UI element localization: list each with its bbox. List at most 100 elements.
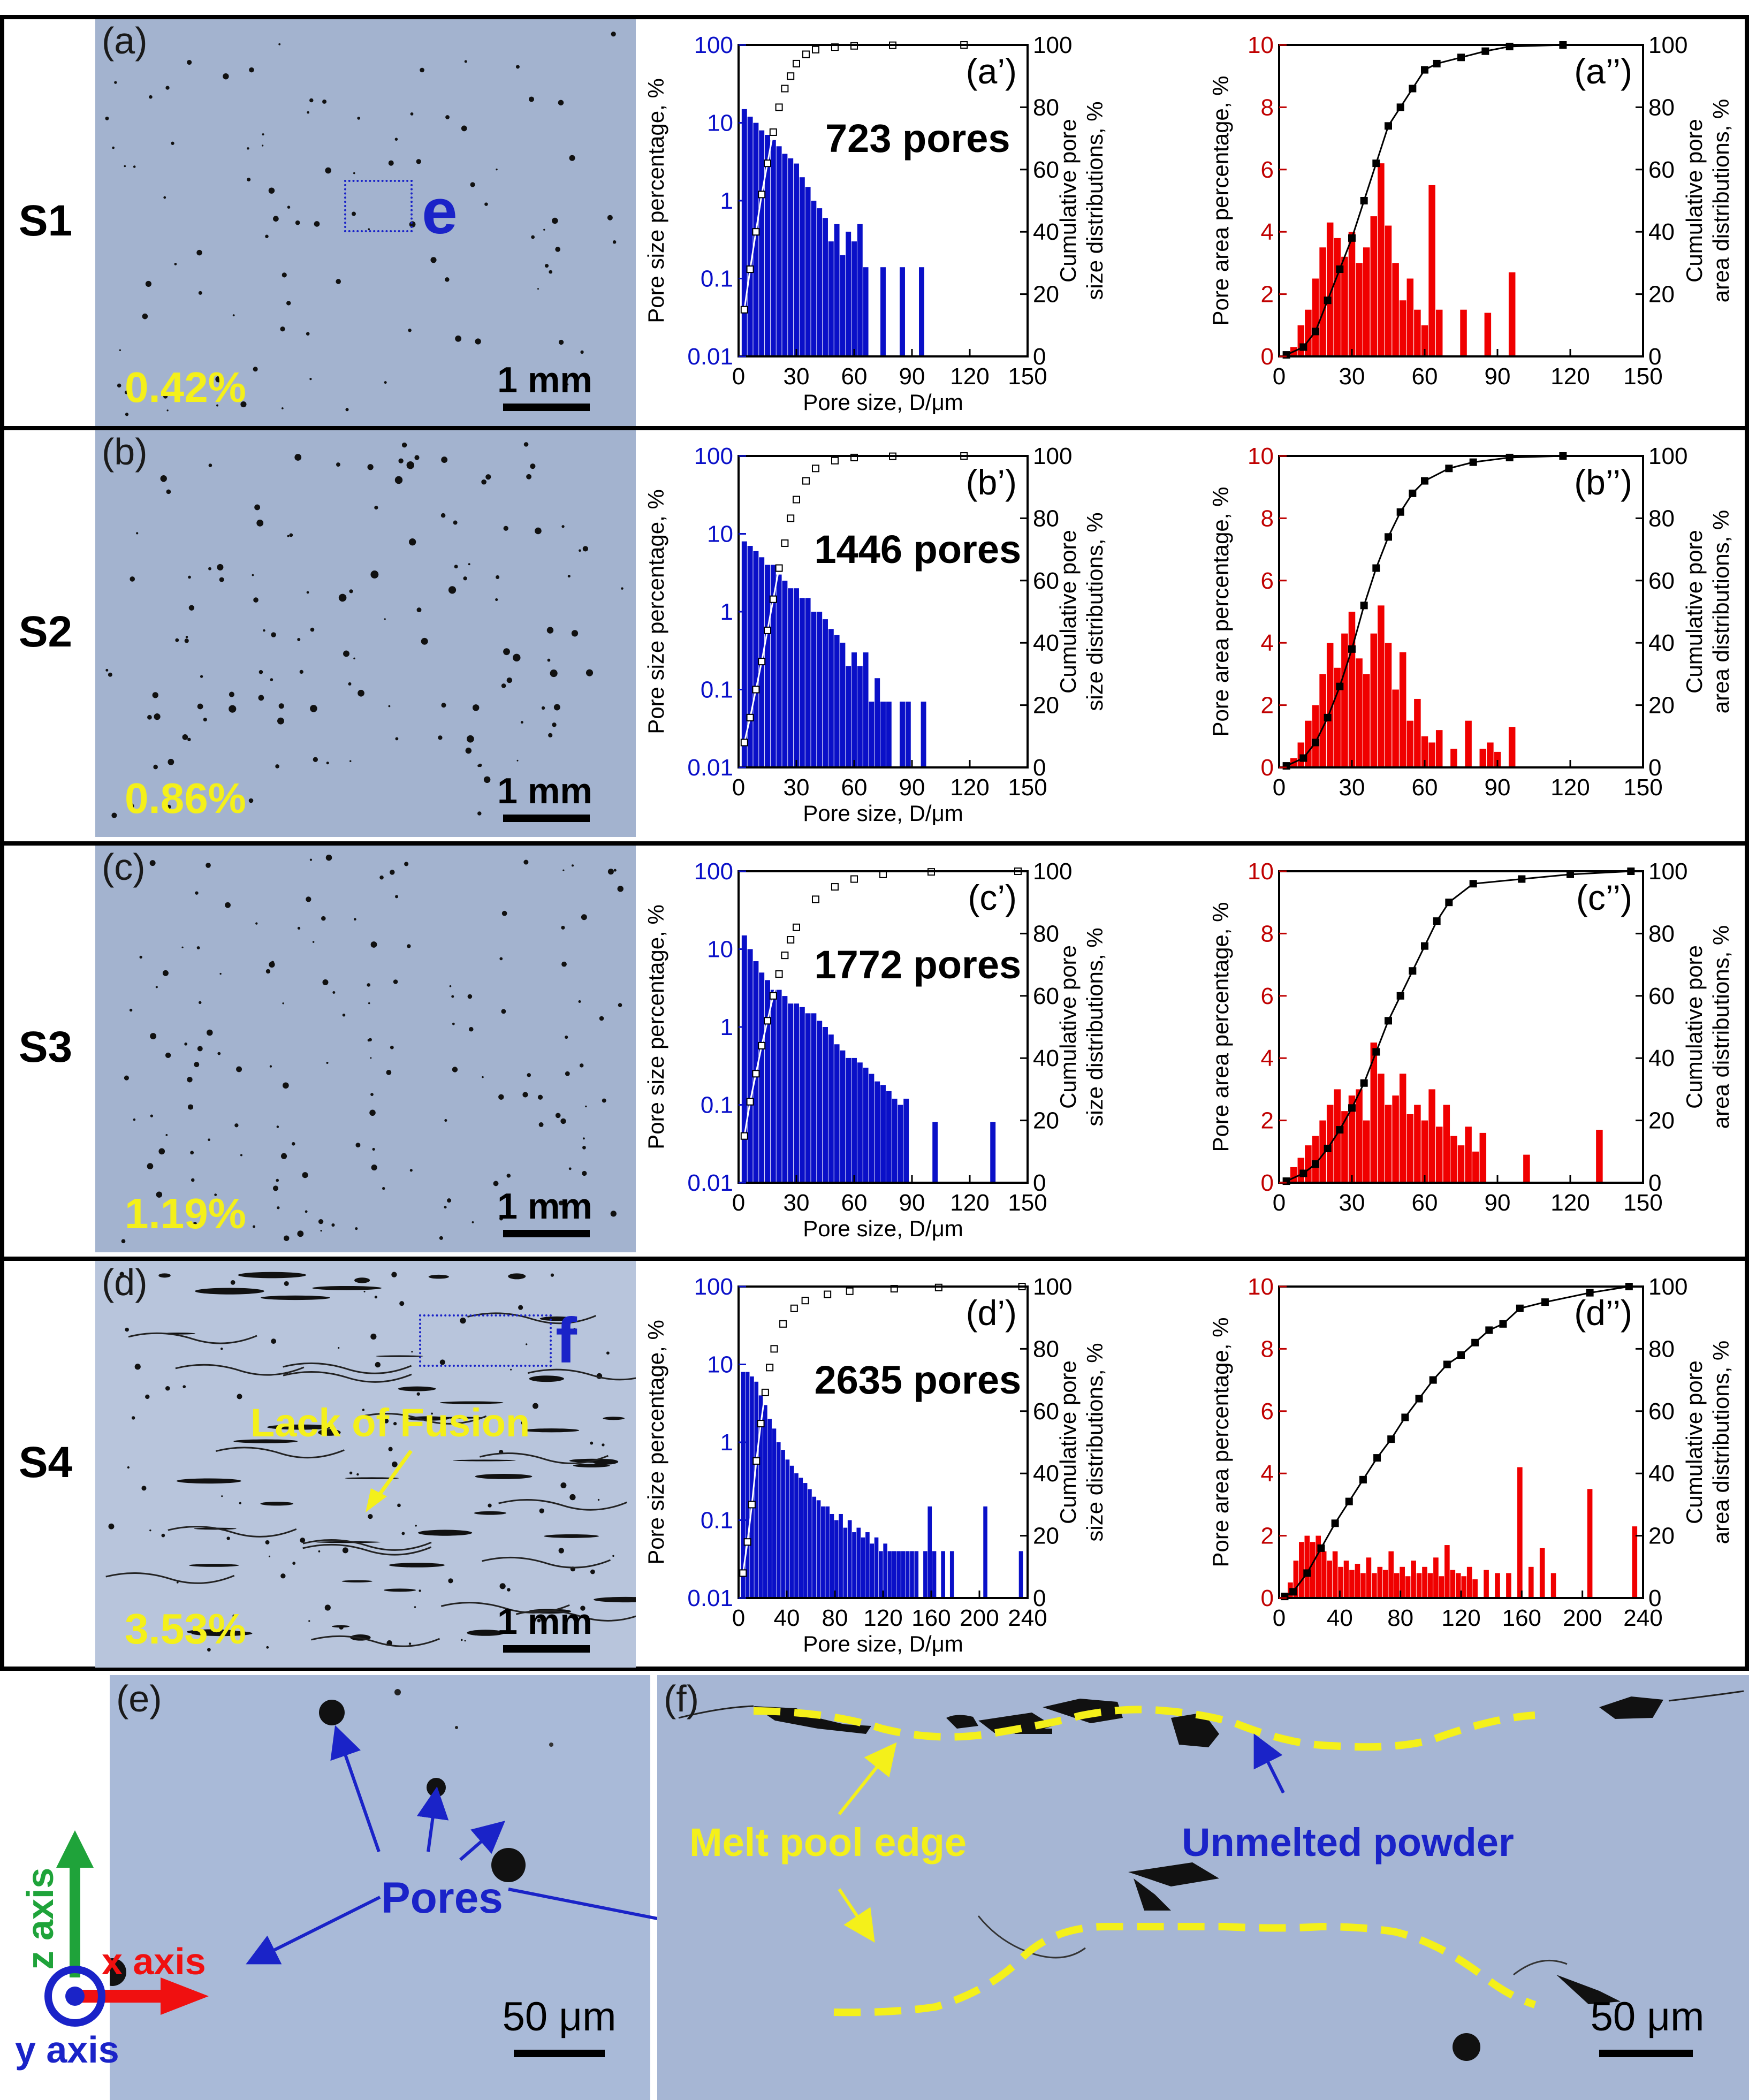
y-left-tick-label: 6	[1261, 157, 1274, 183]
x-tick-label: 30	[784, 363, 810, 390]
y-right-tick-label: 60	[1033, 1398, 1059, 1425]
histogram-bar	[1479, 1132, 1487, 1183]
y-right-tick-label: 60	[1648, 983, 1675, 1009]
histogram-bar	[914, 1551, 919, 1598]
x-tick-label: 80	[1387, 1605, 1413, 1631]
y-left-tick-label: 0	[1261, 1170, 1274, 1196]
histogram-bar	[828, 629, 834, 767]
histogram-bar	[1428, 1089, 1435, 1183]
crack-line	[467, 1312, 597, 1325]
y-right-tick-label: 100	[1033, 443, 1072, 469]
cumulative-marker	[752, 1070, 760, 1078]
porosity-value: 3.53%	[125, 1605, 246, 1653]
lack-of-fusion-defect	[418, 1530, 473, 1536]
cumulative-marker	[764, 159, 771, 168]
x-axis-title: Pore size, D/μm	[803, 1631, 963, 1656]
histogram-bar	[1433, 1557, 1439, 1598]
lack-of-fusion-defect	[475, 1474, 533, 1479]
pore-dot	[501, 683, 506, 688]
cumulative-marker	[802, 477, 810, 485]
pore-dot	[363, 1290, 366, 1292]
y-left-tick-label: 1	[720, 1014, 733, 1040]
histogram-bar	[1377, 1566, 1383, 1598]
pore-dot	[369, 1109, 376, 1116]
arrow-unmelted-powder	[1253, 1733, 1285, 1794]
pore-dot	[342, 1013, 346, 1017]
pore-dot	[320, 1230, 322, 1232]
lack-of-fusion-defect	[186, 1629, 239, 1634]
cumulative-marker	[746, 265, 754, 273]
pore-dot	[147, 714, 152, 720]
histogram-bar	[759, 130, 765, 356]
pore-dot	[194, 1062, 200, 1068]
z-axis-arrow-shaft	[70, 1862, 80, 1977]
pore-dot	[338, 1346, 340, 1349]
cumulative-marker	[1481, 47, 1489, 55]
histogram-bar	[1422, 1566, 1427, 1598]
histogram-bar	[765, 980, 770, 1183]
pore-dot	[280, 326, 285, 332]
x-tick-label: 240	[1623, 1605, 1662, 1631]
pore-dot	[485, 474, 491, 480]
pore-dot	[271, 1338, 277, 1344]
pore-dot	[236, 1066, 242, 1072]
histogram-bar	[1428, 185, 1435, 356]
pore-dot	[375, 1361, 381, 1368]
lack-of-fusion-defect	[467, 1630, 505, 1636]
cumulative-marker	[761, 1388, 769, 1396]
pore-dot	[384, 618, 386, 620]
pore-dot	[247, 147, 249, 150]
pore-dot	[439, 1359, 445, 1365]
pore-dot	[553, 704, 560, 711]
scalebar	[503, 1645, 590, 1653]
lack-of-fusion-arrow-svg	[366, 1449, 413, 1512]
pore-dot	[455, 335, 462, 342]
crack-line	[283, 1362, 412, 1374]
y-left-tick-label: 0.01	[687, 344, 733, 370]
x-tick-label: 60	[1412, 363, 1438, 390]
pore-dot	[506, 677, 513, 683]
histogram-bar	[880, 267, 886, 356]
pore-dot	[469, 1026, 474, 1032]
x-tick-label: 150	[1623, 1190, 1662, 1216]
y-left-tick-label: 100	[694, 32, 733, 58]
y-left-tick-label: 10	[707, 110, 733, 136]
histogram-bar	[1385, 643, 1392, 767]
pore-dot	[258, 695, 264, 701]
cumulative-marker	[1336, 682, 1344, 690]
pore	[491, 1848, 526, 1882]
x-axis-title: Pore size, D/μm	[803, 390, 963, 415]
pore-dot	[368, 1513, 373, 1519]
y-right-axis-title-line2: size distributions, %	[1082, 101, 1107, 300]
x-tick-label: 150	[1008, 1190, 1047, 1216]
histogram-bar	[863, 652, 869, 767]
pore-dot	[580, 350, 584, 354]
histogram-bar	[1392, 263, 1399, 356]
histogram-bar	[1370, 1043, 1378, 1183]
x-tick-label: 240	[1008, 1605, 1047, 1631]
pore-dot	[374, 1296, 378, 1299]
cumulative-marker	[1359, 1475, 1367, 1483]
pore-dot	[569, 155, 575, 161]
histogram-bar	[1343, 1561, 1349, 1598]
cumulative-marker	[739, 1569, 747, 1577]
micrograph-label: (d)	[102, 1261, 148, 1303]
pore-dot	[472, 1221, 474, 1223]
histogram-bar	[805, 598, 811, 767]
pore-dot	[522, 1092, 528, 1098]
lack-of-fusion-defect	[389, 1563, 445, 1568]
cumulative-marker	[740, 739, 748, 747]
x-tick-label: 160	[911, 1605, 951, 1631]
pore-dot	[332, 991, 336, 994]
pore-dot	[310, 627, 315, 632]
histogram-bar	[1450, 1570, 1456, 1598]
pore-dot	[269, 961, 275, 968]
pore-dot	[284, 1281, 289, 1286]
histogram-bar	[932, 1122, 938, 1183]
x-tick-label: 120	[1441, 1605, 1480, 1631]
histogram-bar	[767, 1419, 772, 1598]
histogram-bar	[808, 1489, 812, 1598]
histogram-bar	[788, 1003, 794, 1183]
histogram-bar	[1348, 612, 1356, 767]
cumulative-marker	[787, 72, 795, 80]
